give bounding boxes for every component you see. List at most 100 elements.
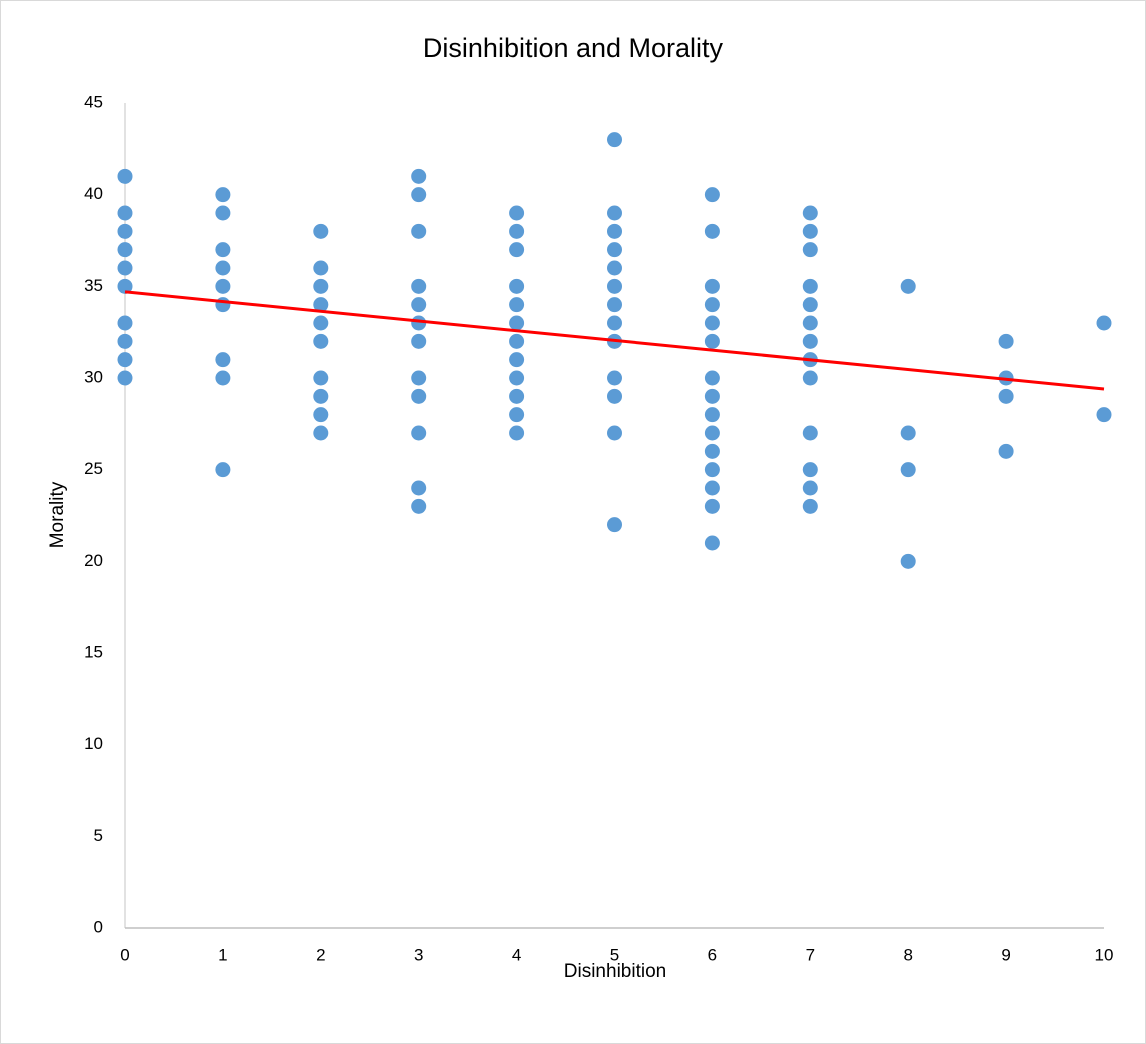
point bbox=[607, 260, 622, 276]
point bbox=[900, 278, 916, 294]
point bbox=[411, 278, 427, 294]
point bbox=[313, 388, 329, 404]
point bbox=[313, 407, 329, 423]
y-tick-label: 25 bbox=[84, 459, 103, 478]
point bbox=[411, 498, 427, 514]
point bbox=[1096, 407, 1112, 423]
point bbox=[509, 297, 525, 313]
point bbox=[802, 205, 818, 221]
y-tick-label: 10 bbox=[84, 734, 103, 753]
point bbox=[802, 480, 818, 496]
point bbox=[607, 242, 622, 258]
point bbox=[704, 498, 720, 514]
point bbox=[704, 480, 720, 496]
point bbox=[607, 205, 622, 221]
point bbox=[704, 370, 720, 386]
y-tick-label: 30 bbox=[84, 367, 103, 386]
point bbox=[802, 370, 818, 386]
point bbox=[900, 425, 916, 441]
point bbox=[900, 462, 916, 478]
point bbox=[215, 187, 231, 203]
point bbox=[802, 498, 818, 514]
point bbox=[117, 223, 133, 239]
point bbox=[117, 352, 133, 368]
point bbox=[411, 370, 427, 386]
point bbox=[313, 425, 329, 441]
point bbox=[215, 278, 231, 294]
x-tick-label: 3 bbox=[414, 945, 423, 964]
point bbox=[998, 388, 1014, 404]
y-tick-label: 40 bbox=[84, 184, 103, 203]
x-tick-label: 2 bbox=[316, 945, 325, 964]
point bbox=[313, 260, 329, 276]
point bbox=[509, 205, 525, 221]
point bbox=[802, 297, 818, 313]
x-tick-label: 10 bbox=[1095, 945, 1114, 964]
point bbox=[509, 242, 525, 258]
y-tick-label: 15 bbox=[84, 642, 103, 661]
point bbox=[704, 535, 720, 551]
point bbox=[411, 297, 427, 313]
point bbox=[313, 223, 329, 239]
point bbox=[411, 168, 427, 184]
trendline bbox=[124, 290, 1105, 391]
x-tick-label: 1 bbox=[218, 945, 227, 964]
point bbox=[411, 333, 427, 349]
point bbox=[215, 260, 231, 276]
point bbox=[117, 333, 133, 349]
point bbox=[704, 223, 720, 239]
point bbox=[215, 462, 231, 478]
point bbox=[704, 462, 720, 478]
point bbox=[411, 480, 427, 496]
point bbox=[607, 517, 622, 533]
point bbox=[215, 370, 231, 386]
y-tick-label: 5 bbox=[94, 826, 103, 845]
point bbox=[802, 223, 818, 239]
point bbox=[509, 223, 525, 239]
point bbox=[802, 278, 818, 294]
point bbox=[607, 132, 622, 148]
point bbox=[704, 297, 720, 313]
point bbox=[900, 553, 916, 569]
y-tick-label: 20 bbox=[84, 551, 103, 570]
point bbox=[313, 297, 329, 313]
point bbox=[509, 278, 525, 294]
y-tick-label: 0 bbox=[94, 917, 103, 936]
point bbox=[117, 205, 133, 221]
point bbox=[802, 333, 818, 349]
point bbox=[704, 443, 720, 459]
point bbox=[215, 242, 231, 258]
point bbox=[704, 407, 720, 423]
point bbox=[509, 425, 525, 441]
point bbox=[607, 278, 622, 294]
point bbox=[998, 333, 1014, 349]
point bbox=[704, 388, 720, 404]
point bbox=[313, 370, 329, 386]
x-tick-label: 0 bbox=[120, 945, 129, 964]
point bbox=[607, 388, 622, 404]
x-tick-label: 4 bbox=[512, 945, 521, 964]
point bbox=[607, 315, 622, 331]
point bbox=[313, 315, 329, 331]
point bbox=[117, 315, 133, 331]
point bbox=[509, 407, 525, 423]
point bbox=[215, 205, 231, 221]
point bbox=[509, 388, 525, 404]
point bbox=[704, 278, 720, 294]
point bbox=[607, 223, 622, 239]
point bbox=[509, 315, 525, 331]
point bbox=[117, 278, 133, 294]
x-tick-label: 6 bbox=[708, 945, 717, 964]
point bbox=[411, 388, 427, 404]
point bbox=[117, 370, 133, 386]
point bbox=[704, 333, 720, 349]
point bbox=[215, 352, 231, 368]
x-tick-label: 8 bbox=[903, 945, 912, 964]
x-tick-label: 9 bbox=[1001, 945, 1010, 964]
point bbox=[215, 297, 231, 313]
point bbox=[704, 315, 720, 331]
x-axis-label: Disinhibition bbox=[564, 961, 666, 982]
point bbox=[117, 168, 133, 184]
point bbox=[704, 425, 720, 441]
